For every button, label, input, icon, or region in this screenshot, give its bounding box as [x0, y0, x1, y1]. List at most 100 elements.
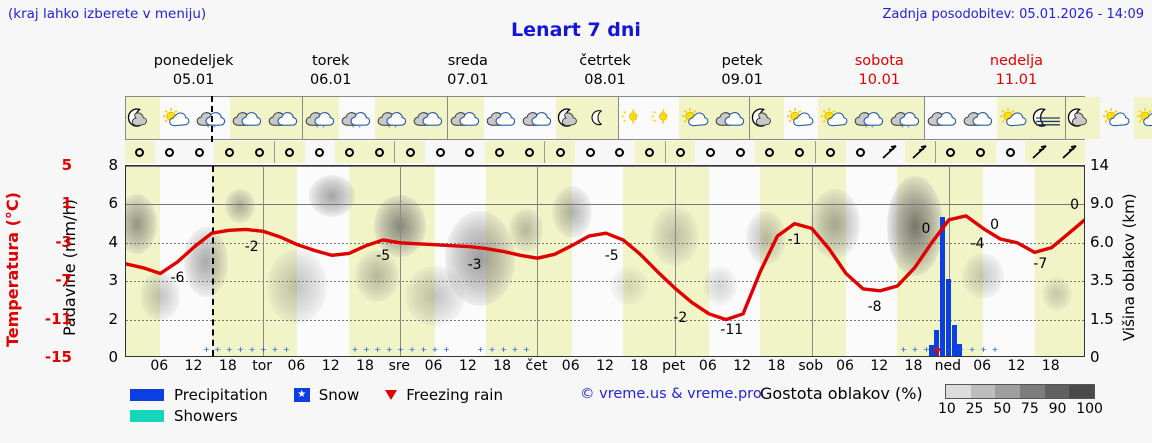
cloud-density-colorbar: [945, 384, 1095, 399]
day-name: torek: [311, 53, 350, 69]
snow-marker: +: [900, 345, 907, 354]
wind-calm-icon: [814, 141, 846, 163]
cloud-height-tick: 0: [1090, 348, 1100, 366]
cloud-density-blob: [886, 176, 943, 276]
cloud-height-tick: 1.5: [1090, 309, 1114, 328]
snow-marker: +: [523, 345, 530, 354]
precipitation-tick: 2: [108, 309, 118, 328]
weather-icon-cloud: [713, 97, 749, 139]
x-tick-label: 12: [458, 358, 477, 374]
temperature-point-label: -2: [673, 310, 688, 327]
night-band: [623, 166, 709, 356]
temperature-point-label: -5: [604, 247, 619, 264]
cloud-density-blob: [404, 266, 465, 326]
weather-icon-sun: [649, 97, 679, 139]
weather-icon-cloud: [411, 97, 447, 139]
legend-label-freezing-rain: Freezing rain: [406, 385, 503, 404]
weather-icon-moon-fog: [1031, 97, 1065, 139]
density-step: [1044, 385, 1070, 398]
temperature-point-label: 0: [1070, 196, 1080, 213]
weather-icon-sun-cloud: [679, 97, 713, 139]
temperature-tick: 5: [61, 156, 72, 174]
weather-icon-sun-cloud: [160, 97, 194, 139]
cloud-density-blob: [509, 208, 543, 252]
x-tick-label: 18: [904, 358, 923, 374]
weather-icon-cloud: [924, 97, 961, 139]
temperature-tick: -3: [55, 232, 72, 251]
x-tick-label: 12: [184, 358, 203, 374]
night-band: [211, 166, 298, 356]
h-gridline: [126, 166, 1084, 167]
x-tick-label: 06: [836, 358, 854, 374]
temperature-point-label: -3: [467, 256, 482, 273]
wind-calm-icon: [185, 141, 215, 163]
temperature-tick: -11: [44, 309, 72, 328]
wind-calm-icon: [996, 141, 1026, 163]
x-tick-label: čet: [525, 358, 548, 374]
cloud-density-blob: [1042, 277, 1073, 311]
day-date: 05.01: [172, 72, 215, 88]
snow-marker: +: [397, 345, 404, 354]
cloud-height-tick: 14: [1090, 156, 1110, 174]
legend: Precipitation ★ Snow Freezing rain Showe…: [130, 384, 590, 426]
snow-marker: +: [351, 345, 359, 354]
day-separator: [400, 166, 402, 356]
wind-barb-icon: [905, 141, 935, 163]
temperature-point-label: -4: [970, 236, 985, 253]
snow-marker: +: [385, 345, 393, 354]
day-name: sobota: [854, 53, 904, 69]
legend-label-snow: Snow: [318, 385, 360, 404]
night-band: [760, 166, 846, 356]
x-tick-label: 06: [150, 358, 169, 374]
weather-icon-moon-cloud: [749, 97, 784, 139]
temperature-point-label: -11: [720, 321, 744, 338]
x-tick-label: 18: [1041, 358, 1060, 374]
temperature-tick: 1: [61, 194, 72, 213]
weather-icon-sun-cloud: [997, 97, 1031, 139]
density-step: [946, 385, 971, 398]
snow-marker: +: [225, 345, 233, 354]
wind-calm-icon: [846, 141, 876, 163]
x-tick-label: 06: [698, 358, 717, 374]
svg-text:*: *: [358, 125, 361, 131]
day-header-2: sreda 07.01: [399, 52, 536, 92]
snow-marker: +: [957, 345, 964, 354]
temperature-curve: [126, 214, 1084, 322]
now-marker-line: [211, 166, 214, 356]
day-header-6: nedelja 11.01: [948, 52, 1085, 92]
precipitation-bar: [940, 216, 946, 356]
cloud-density-ticks: 10 25 50 75 90 100: [938, 401, 1103, 417]
weather-icon-sun-cloud: [784, 97, 818, 139]
wind-calm-icon: [484, 141, 515, 163]
h-gridline: [126, 319, 1084, 321]
wind-barb-icon: [1055, 141, 1085, 163]
snow-marker: +: [500, 345, 507, 354]
snow-marker: +: [271, 345, 279, 354]
wind-calm-icon: [755, 141, 785, 163]
weather-icon-moon-cloud: [126, 97, 160, 139]
svg-text:*: *: [394, 125, 397, 131]
snow-marker: +: [214, 345, 222, 354]
page-title: Lenart 7 dni: [511, 19, 641, 41]
precipitation-tick: 8: [108, 156, 118, 174]
x-tick-label: 12: [1007, 358, 1026, 374]
snow-marker: +: [420, 345, 427, 354]
day-separator: [811, 166, 813, 356]
freezing-rain-icon: [385, 389, 398, 400]
snow-marker: +: [363, 345, 370, 354]
x-tick-label: 18: [493, 358, 512, 374]
weather-icon-cloud: [266, 97, 302, 139]
svg-text:*: *: [207, 125, 210, 131]
snow-marker: +: [408, 345, 416, 354]
weather-icon-cloud-snow: * *: [888, 97, 924, 139]
x-tick-label: 06: [973, 358, 992, 374]
x-tick-label: 06: [287, 358, 306, 374]
wind-calm-icon: [725, 141, 755, 163]
svg-text:*: *: [352, 125, 355, 131]
wind-calm-icon: [514, 141, 545, 163]
copyright-link[interactable]: © vreme.us & vreme.pro: [580, 386, 762, 402]
day-separator: [263, 166, 265, 356]
precipitation-tick: 0: [108, 348, 118, 366]
density-step: [1069, 385, 1095, 398]
cloud-density-blob: [445, 210, 516, 306]
